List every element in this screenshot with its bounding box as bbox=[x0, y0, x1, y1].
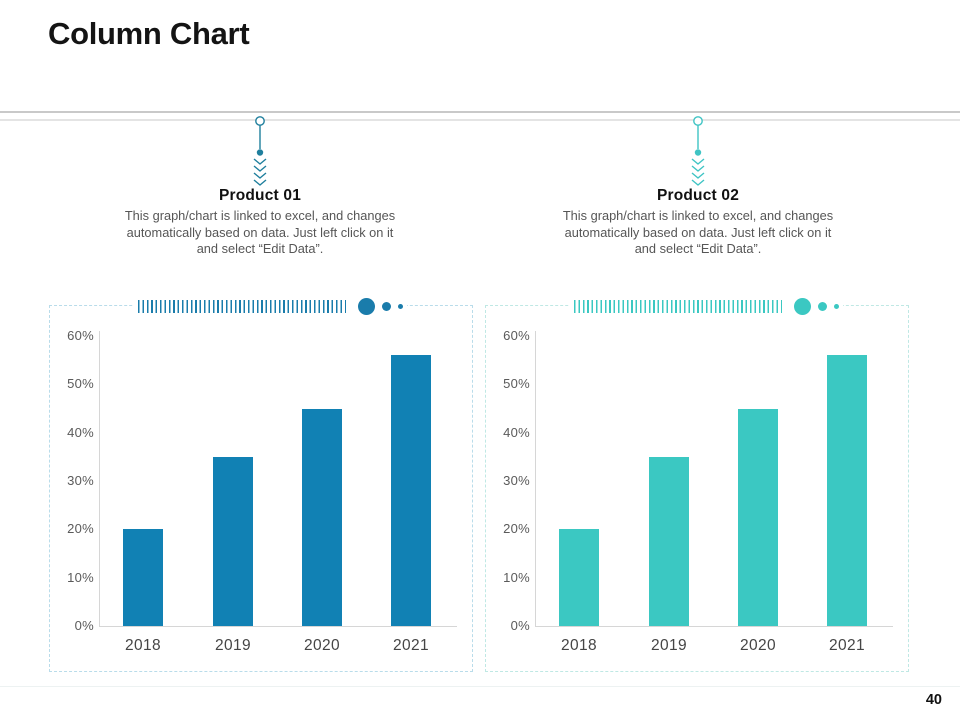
y-axis-tick-label: 60% bbox=[67, 328, 94, 343]
bar-2021 bbox=[827, 355, 867, 626]
dot-icon bbox=[358, 297, 375, 315]
bar-2021 bbox=[391, 355, 431, 626]
header-divider-top bbox=[0, 111, 960, 113]
callout-description: This graph/chart is linked to excel, and… bbox=[124, 208, 396, 257]
callout-description: This graph/chart is linked to excel, and… bbox=[562, 208, 834, 257]
chart-decoration bbox=[134, 297, 407, 315]
y-axis-tick-label: 10% bbox=[503, 569, 530, 585]
bar-2018 bbox=[123, 529, 163, 626]
bar-2020 bbox=[738, 408, 778, 626]
callout-marker-icon bbox=[691, 116, 705, 186]
bar-2019 bbox=[213, 456, 253, 626]
y-axis-tick-label: 20% bbox=[67, 521, 94, 537]
header-divider-bottom bbox=[0, 119, 960, 121]
callout-marker-icon bbox=[253, 116, 267, 186]
chart-product-01[interactable]: 0% 10% 20% 30% 40% 50% 60% 2018 2019 2020 2021 bbox=[49, 297, 473, 672]
y-axis-line bbox=[99, 331, 100, 626]
tick-pattern-icon bbox=[574, 299, 782, 313]
x-axis-tick-label: 2021 bbox=[828, 637, 866, 654]
y-axis-tick-label: 30% bbox=[67, 473, 94, 488]
plot-area: 0% 10% 20% 30% 40% 50% 60% 2018 2019 2020 2021 bbox=[50, 306, 472, 671]
x-axis-tick-label: 2019 bbox=[214, 637, 252, 654]
x-axis-tick-label: 2019 bbox=[650, 637, 688, 654]
dot-icon bbox=[398, 303, 403, 309]
y-axis-tick-label: 30% bbox=[503, 473, 530, 488]
bar-2020 bbox=[302, 408, 342, 626]
y-axis-line bbox=[535, 331, 536, 626]
bar-2018 bbox=[559, 529, 599, 626]
page-title: Column Chart bbox=[48, 16, 250, 51]
dot-icon bbox=[382, 301, 391, 311]
x-axis-tick-label: 2020 bbox=[739, 637, 777, 654]
y-axis-tick-label: 40% bbox=[67, 424, 94, 440]
y-axis-tick-label: 0% bbox=[510, 618, 530, 633]
y-axis-tick-label: 60% bbox=[503, 328, 530, 343]
y-axis-tick-label: 50% bbox=[503, 376, 530, 392]
x-axis-tick-label: 2020 bbox=[303, 637, 341, 654]
x-axis-tick-label: 2021 bbox=[392, 637, 430, 654]
tick-pattern-icon bbox=[138, 299, 346, 313]
callout-product-01: Product 01 This graph/chart is linked to… bbox=[110, 114, 410, 258]
callout-title: Product 02 bbox=[656, 187, 740, 204]
chart-decoration bbox=[570, 297, 843, 315]
x-axis-line bbox=[99, 626, 457, 627]
dot-icon bbox=[818, 301, 827, 311]
y-axis-tick-label: 40% bbox=[503, 424, 530, 440]
footer-divider bbox=[0, 686, 960, 687]
callout-product-02: Product 02 This graph/chart is linked to… bbox=[548, 114, 848, 258]
y-axis-tick-label: 0% bbox=[74, 618, 94, 633]
plot-area: 0% 10% 20% 30% 40% 50% 60% 2018 2019 2020 2021 bbox=[486, 306, 908, 671]
page-number: 40 bbox=[925, 692, 942, 708]
y-axis-tick-label: 10% bbox=[67, 569, 94, 585]
x-axis-line bbox=[535, 626, 893, 627]
chart-product-02[interactable]: 0% 10% 20% 30% 40% 50% 60% 2018 2019 2020 2021 bbox=[485, 297, 909, 672]
dot-icon bbox=[834, 303, 839, 309]
x-axis-tick-label: 2018 bbox=[124, 637, 162, 654]
y-axis-tick-label: 20% bbox=[503, 521, 530, 537]
callout-title: Product 01 bbox=[218, 187, 302, 204]
y-axis-tick-label: 50% bbox=[67, 376, 94, 392]
x-axis-tick-label: 2018 bbox=[560, 637, 598, 654]
dot-icon bbox=[794, 297, 811, 315]
bar-2019 bbox=[649, 456, 689, 626]
